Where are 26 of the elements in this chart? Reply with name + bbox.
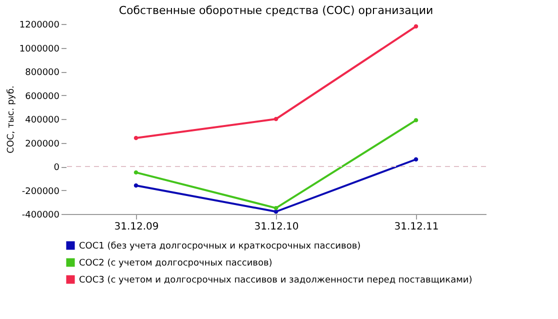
x-tick-label: 31.12.11 [394,222,439,232]
point [274,210,278,214]
legend-label: СОС2 (с учетом долгосрочных пассивов) [79,258,272,268]
legend-label: СОС1 (без учета долгосрочных и краткосрочных пассивов) [79,242,361,252]
point [134,183,138,188]
y-tick-label: 1000000 [19,44,60,54]
chart-title: Собственные оборотные средства (СОС) организации [118,4,434,17]
x-tick-label: 31.12.10 [254,222,299,232]
point [134,136,138,140]
y-tick-label: -200000 [22,186,60,197]
point [414,118,418,122]
legend-label: СОС3 (с учетом и долгосрочных пассивов и задолженности перед поставщиками) [79,276,472,286]
y-tick-label: 200000 [25,139,60,150]
y-tick-label: 400000 [25,116,60,126]
point [414,157,418,162]
y-tick-label: 1200000 [19,20,60,30]
y-tick-label: -400000 [22,210,60,220]
point [414,24,418,28]
y-tick-label: 800000 [25,68,60,78]
y-tick-label: 600000 [25,92,60,102]
y-tick-label: 0 [54,163,60,173]
point [274,116,278,122]
point [134,170,138,175]
point [274,206,278,210]
x-tick-label: 31.12.09 [114,222,159,232]
y-axis-title: СОС, тыс. руб. [6,86,16,154]
